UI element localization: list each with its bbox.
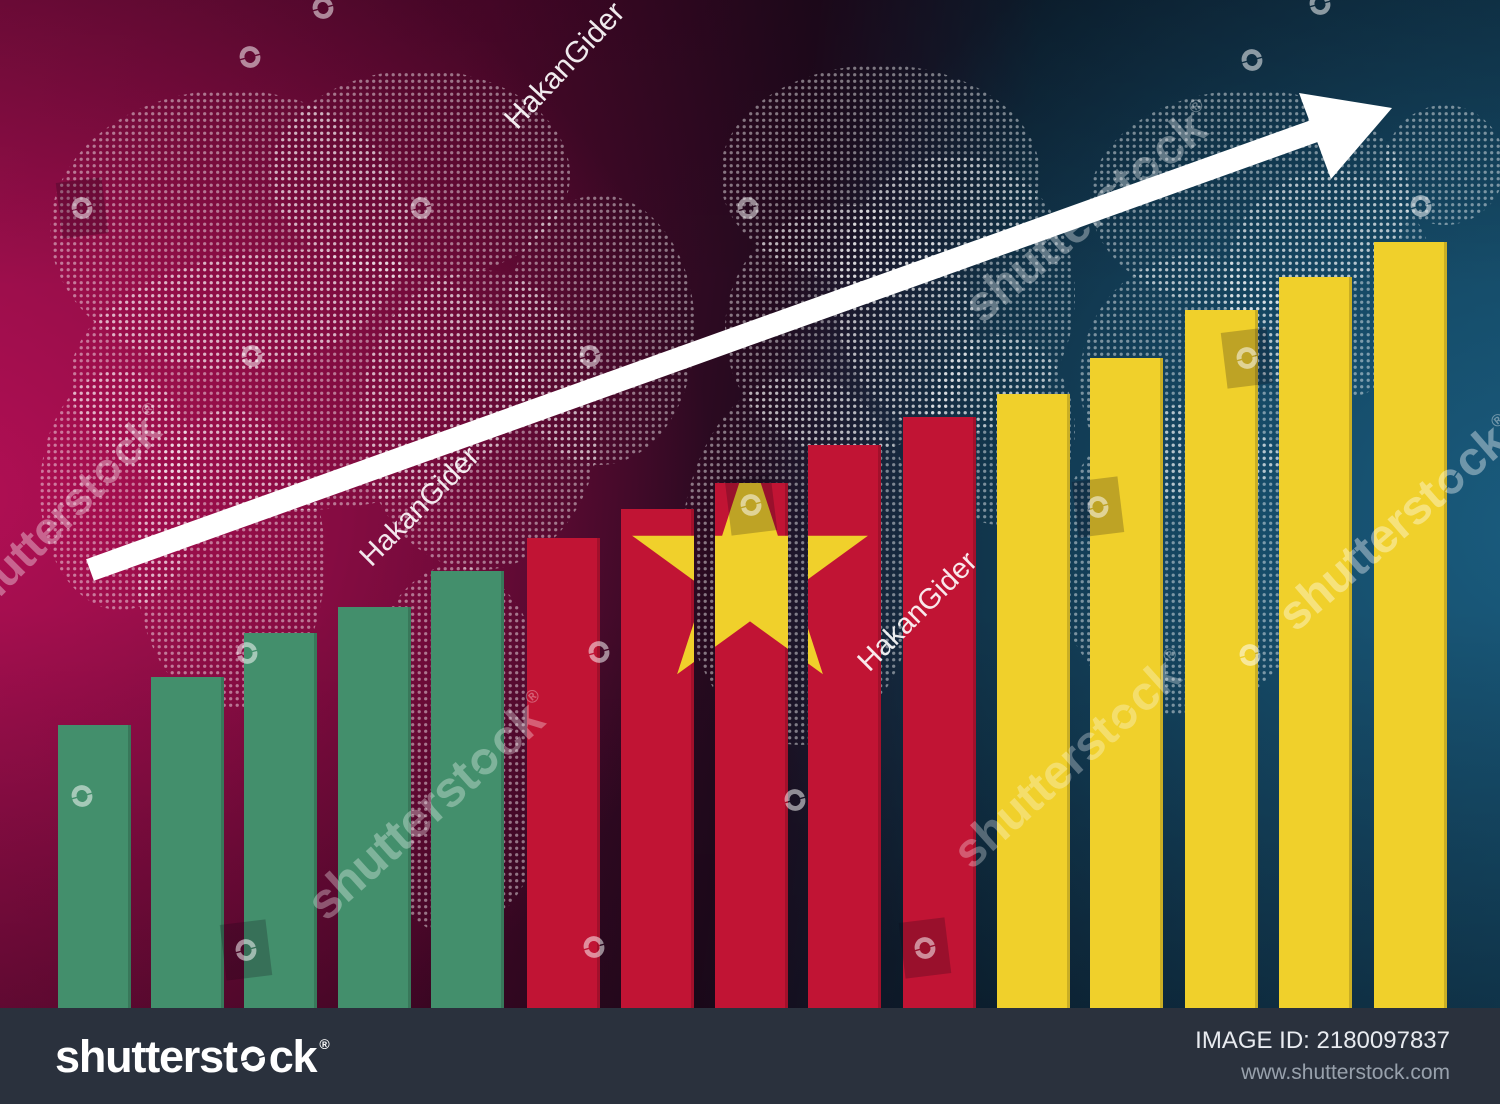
bar-yellow-13 [1185,310,1258,1008]
bar-red-6 [527,538,600,1008]
registered-mark: ® [319,1036,329,1052]
bar-yellow-11 [997,394,1070,1008]
bar-red-9 [808,445,881,1008]
bar-red-8 [715,483,788,1008]
bar-yellow-14 [1279,277,1352,1008]
image-id-value: 2180097837 [1316,1026,1450,1054]
image-id: IMAGE ID: 2180097837 [1195,1027,1450,1056]
bar-red-10 [903,417,976,1008]
map-continent-blob [1385,105,1500,225]
bar-red-7 [621,509,694,1008]
shutterstock-logo-text-right: ck [268,1030,318,1082]
site-url: www.shutterstock.com [1241,1061,1450,1085]
map-continent-blob [505,195,695,465]
footer-bar: shutterst ck ® IMAGE ID: 2180097837 www.… [0,1008,1500,1104]
bar-yellow-15 [1374,242,1447,1008]
shutterstock-logo-text-left: shutterst [55,1030,238,1082]
bar-green-1 [58,725,131,1008]
shutterstock-logo-icon [240,1046,265,1072]
bar-green-2 [151,677,224,1008]
bar-green-3 [244,633,317,1008]
image-id-label: IMAGE ID: [1195,1026,1310,1054]
bar-yellow-12 [1090,358,1163,1008]
bar-green-5 [431,571,504,1008]
bar-green-4 [338,607,411,1008]
shutterstock-logo: shutterst ck ® [55,1030,330,1082]
map-continent-blob [40,370,200,610]
